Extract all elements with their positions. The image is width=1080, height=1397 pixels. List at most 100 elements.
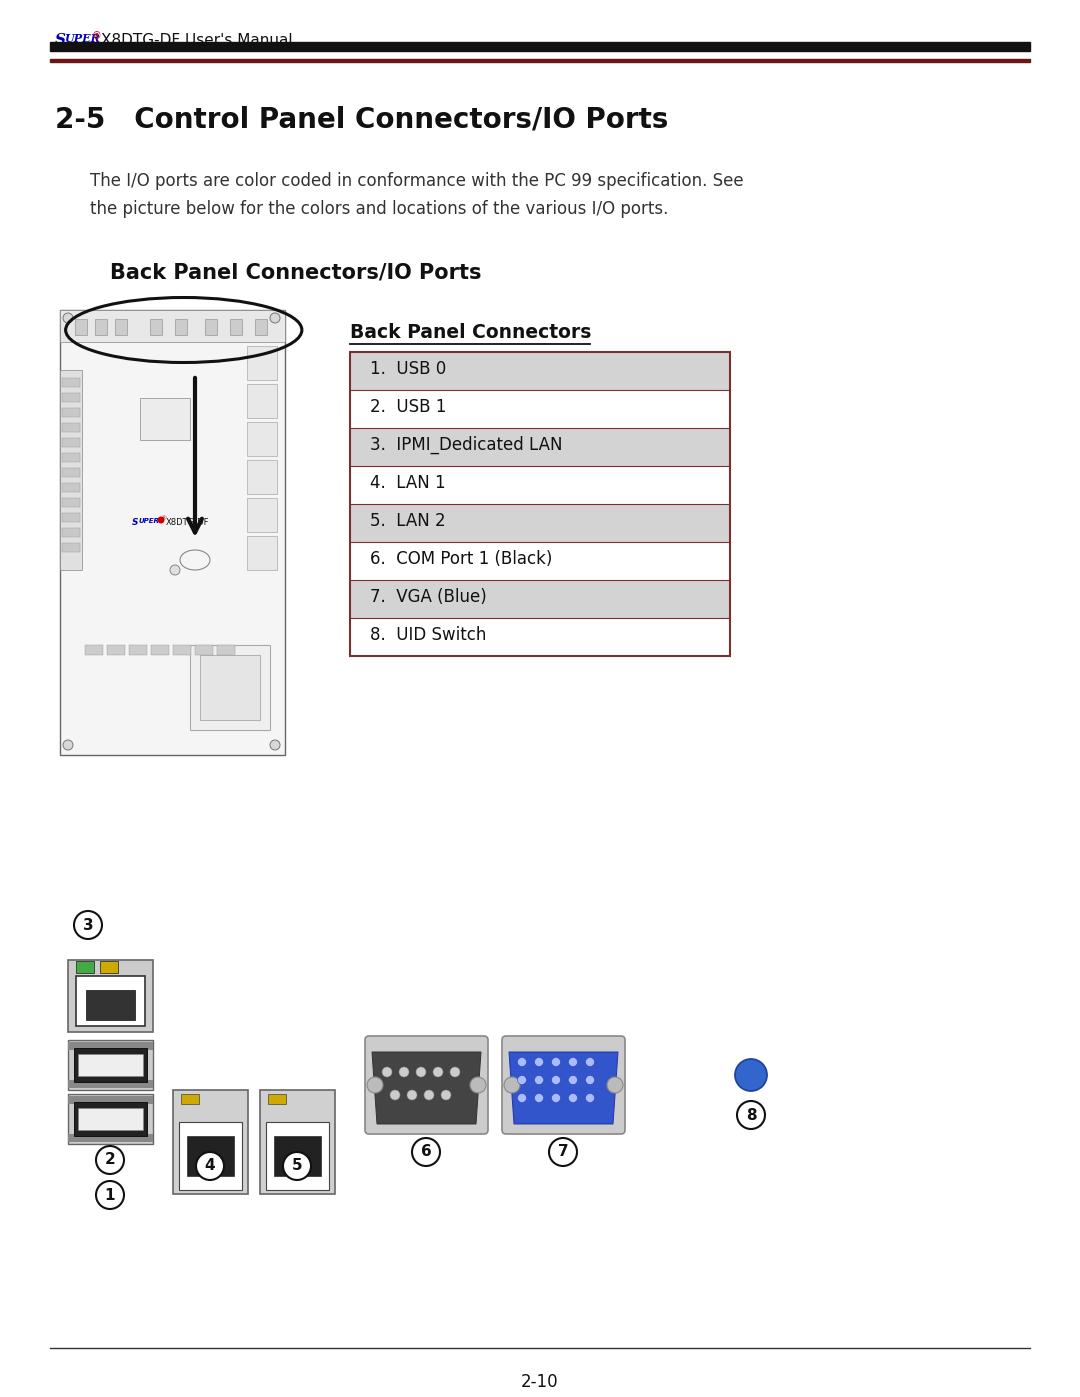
Bar bbox=[78, 1053, 143, 1076]
Bar bbox=[62, 379, 80, 387]
Text: ®: ® bbox=[160, 515, 166, 521]
Bar bbox=[205, 319, 217, 335]
Text: X8DTG-DF User's Manual: X8DTG-DF User's Manual bbox=[102, 34, 293, 47]
Polygon shape bbox=[509, 1052, 618, 1125]
Bar bbox=[62, 468, 80, 476]
Bar bbox=[350, 617, 730, 657]
Bar bbox=[260, 1090, 335, 1194]
Bar bbox=[62, 513, 80, 522]
Bar bbox=[76, 961, 94, 972]
Circle shape bbox=[552, 1058, 561, 1066]
Text: 7.  VGA (Blue): 7. VGA (Blue) bbox=[370, 588, 487, 606]
Bar bbox=[100, 961, 118, 972]
Bar bbox=[247, 422, 276, 455]
FancyBboxPatch shape bbox=[365, 1037, 488, 1134]
Circle shape bbox=[552, 1094, 561, 1102]
Bar bbox=[200, 655, 260, 719]
Circle shape bbox=[549, 1139, 577, 1166]
Bar bbox=[350, 467, 730, 504]
Circle shape bbox=[195, 1153, 224, 1180]
Bar bbox=[78, 1108, 143, 1130]
Circle shape bbox=[535, 1058, 543, 1066]
Circle shape bbox=[568, 1076, 578, 1084]
Bar bbox=[62, 393, 80, 402]
Circle shape bbox=[270, 313, 280, 323]
Bar bbox=[151, 645, 168, 655]
Circle shape bbox=[411, 1139, 440, 1166]
Bar bbox=[266, 1122, 329, 1190]
Circle shape bbox=[96, 1180, 124, 1208]
Bar bbox=[268, 1094, 286, 1104]
Bar bbox=[350, 427, 730, 467]
Circle shape bbox=[735, 1059, 767, 1091]
Bar bbox=[179, 1122, 242, 1190]
Circle shape bbox=[517, 1076, 527, 1084]
Text: 1: 1 bbox=[105, 1187, 116, 1203]
Circle shape bbox=[535, 1076, 543, 1084]
Bar bbox=[62, 528, 80, 536]
Bar bbox=[60, 310, 285, 342]
Text: 6: 6 bbox=[420, 1144, 431, 1160]
Bar bbox=[140, 398, 190, 440]
Circle shape bbox=[441, 1090, 451, 1099]
Bar bbox=[75, 1102, 147, 1136]
FancyBboxPatch shape bbox=[502, 1037, 625, 1134]
Bar bbox=[350, 580, 730, 617]
Text: 5: 5 bbox=[292, 1158, 302, 1173]
Bar bbox=[175, 319, 187, 335]
Bar bbox=[247, 346, 276, 380]
Bar bbox=[68, 1042, 153, 1051]
Text: the picture below for the colors and locations of the various I/O ports.: the picture below for the colors and loc… bbox=[90, 200, 669, 218]
Bar bbox=[75, 1048, 147, 1083]
Bar bbox=[350, 504, 730, 542]
Bar bbox=[350, 352, 730, 390]
Circle shape bbox=[158, 517, 164, 524]
Circle shape bbox=[399, 1067, 409, 1077]
Bar bbox=[95, 319, 107, 335]
Circle shape bbox=[568, 1094, 578, 1102]
Bar bbox=[247, 536, 276, 570]
Polygon shape bbox=[372, 1052, 481, 1125]
Circle shape bbox=[63, 313, 73, 323]
Circle shape bbox=[535, 1094, 543, 1102]
Text: 8.  UID Switch: 8. UID Switch bbox=[370, 626, 486, 644]
Bar bbox=[68, 1094, 153, 1144]
Circle shape bbox=[270, 740, 280, 750]
Bar bbox=[114, 319, 127, 335]
Circle shape bbox=[367, 1077, 383, 1092]
Text: S: S bbox=[55, 34, 66, 47]
Bar bbox=[68, 1080, 153, 1088]
Text: 3.  IPMI_Dedicated LAN: 3. IPMI_Dedicated LAN bbox=[370, 436, 563, 454]
Bar bbox=[181, 1094, 199, 1104]
Bar bbox=[129, 645, 147, 655]
Circle shape bbox=[63, 740, 73, 750]
Bar bbox=[350, 542, 730, 580]
Circle shape bbox=[433, 1067, 443, 1077]
Circle shape bbox=[283, 1153, 311, 1180]
Text: X8DTG-DF: X8DTG-DF bbox=[166, 518, 210, 527]
Text: UPER: UPER bbox=[64, 34, 99, 43]
Bar bbox=[76, 977, 145, 1025]
Bar bbox=[190, 645, 270, 731]
Bar bbox=[62, 408, 80, 416]
Bar bbox=[230, 319, 242, 335]
Bar bbox=[107, 645, 125, 655]
Bar bbox=[247, 460, 276, 495]
Bar bbox=[50, 42, 1030, 52]
Bar bbox=[62, 423, 80, 432]
Bar bbox=[85, 645, 103, 655]
Text: 5.  LAN 2: 5. LAN 2 bbox=[370, 511, 446, 529]
Text: Back Panel Connectors/IO Ports: Back Panel Connectors/IO Ports bbox=[110, 263, 482, 284]
Circle shape bbox=[585, 1076, 594, 1084]
Bar bbox=[62, 543, 80, 552]
Circle shape bbox=[407, 1090, 417, 1099]
Circle shape bbox=[585, 1058, 594, 1066]
Text: 2.  USB 1: 2. USB 1 bbox=[370, 398, 446, 416]
Circle shape bbox=[737, 1101, 765, 1129]
Bar bbox=[68, 1097, 153, 1104]
Bar bbox=[247, 384, 276, 418]
Text: 4.  LAN 1: 4. LAN 1 bbox=[370, 474, 446, 492]
Bar bbox=[68, 960, 153, 1032]
Bar bbox=[86, 990, 135, 1020]
Circle shape bbox=[517, 1058, 527, 1066]
